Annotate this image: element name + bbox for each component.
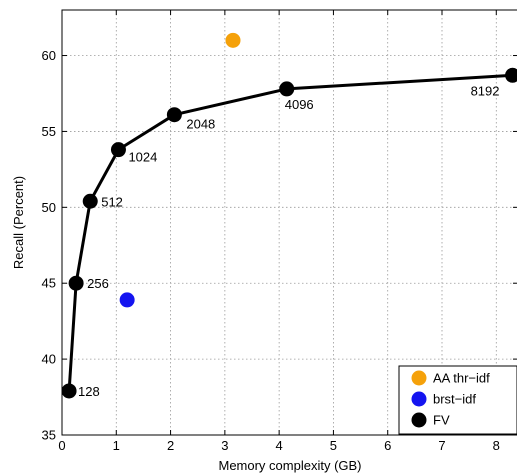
point-label: 8192	[471, 83, 500, 98]
data-labels: 128 256 512 1024 2048 4096 8192	[78, 83, 499, 399]
point-label: 128	[78, 384, 100, 399]
x-tick-label: 4	[276, 438, 283, 453]
x-tick-label: 3	[221, 438, 228, 453]
legend-label: AA thr−idf	[433, 371, 490, 386]
fv-point	[111, 142, 126, 157]
y-tick-label: 40	[42, 352, 56, 367]
y-tick-label: 55	[42, 124, 56, 139]
legend-marker	[412, 392, 427, 407]
fv-point	[69, 276, 84, 291]
series-layer	[62, 33, 517, 399]
y-tick-label: 45	[42, 276, 56, 291]
fv-point	[62, 383, 77, 398]
legend-marker	[412, 371, 427, 386]
fv-point	[83, 194, 98, 209]
x-tick-label: 5	[330, 438, 337, 453]
x-tick-label: 1	[113, 438, 120, 453]
legend-marker	[412, 413, 427, 428]
y-tick-label: 50	[42, 200, 56, 215]
legend-label: brst−idf	[433, 392, 476, 407]
fv-line	[69, 75, 512, 391]
fv-point	[167, 107, 182, 122]
x-tick-label: 6	[384, 438, 391, 453]
y-tick-label: 60	[42, 48, 56, 63]
fv-point	[505, 68, 517, 83]
point-label: 2048	[186, 117, 215, 132]
x-tick-label: 8	[493, 438, 500, 453]
legend-label: FV	[433, 413, 450, 428]
point-label: 4096	[285, 97, 314, 112]
fv-point	[279, 81, 294, 96]
x-tick-label: 7	[438, 438, 445, 453]
point-label: 1024	[128, 150, 157, 165]
legend: AA thr−idf brst−idf FV	[399, 366, 517, 434]
brst-idf-point	[120, 292, 135, 307]
point-label: 512	[101, 194, 123, 209]
y-tick-label: 35	[42, 428, 56, 443]
x-tick-label: 0	[58, 438, 65, 453]
y-axis-label: Recall (Percent)	[11, 176, 26, 269]
aa-thr-idf-point	[226, 33, 241, 48]
point-label: 256	[87, 276, 109, 291]
x-axis-label: Memory complexity (GB)	[218, 458, 361, 473]
x-tick-label: 2	[167, 438, 174, 453]
